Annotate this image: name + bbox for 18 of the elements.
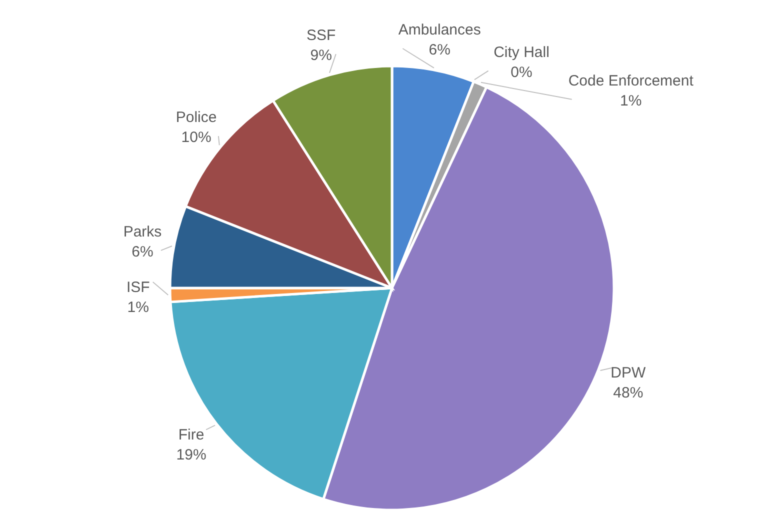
category-label: City Hall bbox=[494, 44, 550, 61]
slice-label: Police bbox=[176, 109, 217, 126]
data-label: 9% bbox=[310, 47, 332, 64]
slice-label: Ambulances bbox=[398, 22, 481, 38]
data-label: 1% bbox=[127, 298, 149, 316]
slice-label: Code Enforcement bbox=[568, 72, 694, 90]
slice-label: Parks bbox=[123, 223, 162, 240]
data-label: 10% bbox=[181, 129, 212, 146]
text: 0% bbox=[510, 64, 532, 81]
slice-label: SSF bbox=[306, 27, 336, 44]
slice-label: DPW bbox=[610, 364, 646, 382]
data-label: 1% bbox=[620, 92, 642, 110]
data-label: 6% bbox=[428, 42, 450, 58]
data-label: 19% bbox=[176, 446, 206, 464]
slice-label: Fire bbox=[178, 426, 204, 444]
data-label: 48% bbox=[613, 384, 644, 402]
slice-label: ISF bbox=[126, 278, 150, 296]
data-label: 6% bbox=[132, 243, 154, 260]
